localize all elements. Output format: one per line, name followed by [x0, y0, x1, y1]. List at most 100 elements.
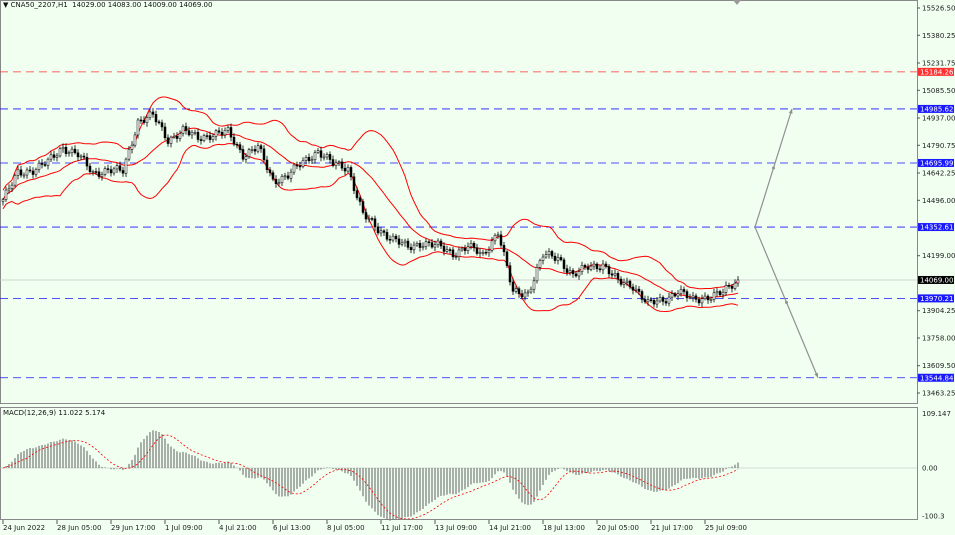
- macd-pane-border: [0, 407, 918, 520]
- x-tick-label: 25 Jul 09:00: [705, 524, 747, 532]
- candle-body: [28, 169, 32, 172]
- candle-body: [232, 136, 236, 145]
- candle-body: [598, 268, 602, 271]
- candle-body: [148, 111, 152, 118]
- candle-body: [697, 299, 701, 304]
- level-price-tag: [918, 294, 954, 303]
- macd-main-value: 11.022: [58, 409, 83, 417]
- candle-body: [334, 162, 338, 166]
- y-tick-label: 13758.00: [922, 335, 955, 343]
- candle-body: [202, 135, 206, 141]
- candle-body: [307, 156, 311, 162]
- candle-body: [421, 246, 425, 248]
- candle-body: [52, 154, 56, 158]
- candle-body: [277, 182, 281, 185]
- candle-body: [601, 263, 605, 271]
- candle-body: [718, 291, 722, 296]
- candle-body: [694, 295, 698, 300]
- candle-body: [301, 160, 305, 167]
- candle-body: [34, 169, 38, 175]
- candle-body: [586, 266, 590, 270]
- high-value: 14083.00: [107, 1, 142, 9]
- candle-body: [679, 289, 683, 294]
- main-pane-border: [0, 0, 918, 404]
- candle-body: [61, 146, 65, 150]
- candle-body: [73, 148, 77, 154]
- candle-body: [571, 270, 575, 275]
- candle-body: [67, 152, 71, 154]
- candle-body: [4, 189, 8, 200]
- candle-body: [325, 154, 329, 158]
- candle-body: [55, 155, 59, 158]
- candle-body: [376, 226, 380, 234]
- candle-body: [313, 152, 317, 160]
- candle-body: [607, 266, 611, 275]
- candle-body: [79, 155, 83, 158]
- candle-body: [562, 259, 566, 269]
- candle-body: [412, 244, 416, 251]
- candle-body: [715, 291, 719, 294]
- candle-body: [25, 169, 29, 176]
- level-price-tag: [918, 104, 954, 113]
- candle-body: [31, 170, 35, 175]
- candle-body: [655, 300, 659, 305]
- candle-body: [523, 292, 527, 298]
- candle-body: [214, 130, 218, 137]
- y-tick-label: 14642.25: [922, 170, 955, 178]
- candle-body: [706, 295, 710, 301]
- candle-body: [643, 299, 647, 302]
- candle-body: [424, 241, 428, 247]
- candle-body: [394, 235, 398, 240]
- candle-body: [310, 159, 314, 162]
- candle-body: [475, 247, 479, 254]
- candle-body: [463, 247, 467, 251]
- candle-body: [229, 127, 233, 138]
- candle-body: [361, 201, 365, 213]
- candle-body: [691, 295, 695, 298]
- candle-body: [367, 218, 371, 220]
- candle-body: [373, 218, 377, 228]
- level-price-tag: [918, 223, 954, 232]
- candle-body: [445, 249, 449, 252]
- candle-body: [496, 234, 500, 237]
- candle-body: [604, 263, 608, 267]
- candle-body: [724, 285, 728, 293]
- candle-body: [70, 148, 74, 153]
- candle-body: [136, 119, 140, 136]
- candle-body: [520, 293, 524, 298]
- x-tick-label: 8 Jul 05:00: [327, 524, 365, 532]
- current-price-tag: [918, 275, 954, 284]
- candle-body: [550, 251, 554, 257]
- level-price-tag: [918, 158, 954, 167]
- candle-body: [526, 291, 530, 294]
- candle-body: [610, 273, 614, 276]
- x-tick-label: 20 Jul 05:00: [597, 524, 639, 532]
- open-value: 14029.00: [72, 1, 106, 9]
- candle-body: [415, 243, 419, 246]
- candle-body: [436, 240, 440, 246]
- candle-body: [634, 288, 638, 291]
- candle-body: [1, 199, 5, 202]
- candle-body: [124, 158, 128, 174]
- arrow-midpoint-marker: [772, 166, 775, 170]
- candle-body: [241, 149, 245, 160]
- candle-body: [22, 174, 26, 177]
- y-tick-label: 14790.75: [922, 142, 955, 150]
- candle-body: [106, 168, 110, 170]
- candle-body: [568, 270, 572, 273]
- macd-name: MACD(12,26,9): [3, 409, 57, 417]
- candle-body: [139, 119, 143, 122]
- current-price-label: 14069.00: [920, 276, 953, 284]
- candle-body: [490, 240, 494, 251]
- candle-body: [205, 135, 209, 137]
- candle-body: [250, 149, 254, 151]
- candle-body: [319, 150, 323, 158]
- candle-body: [427, 241, 431, 243]
- candle-body: [322, 156, 326, 159]
- candle-body: [328, 154, 332, 160]
- candle-body: [331, 159, 335, 166]
- candle-body: [127, 149, 131, 160]
- candle-body: [409, 247, 413, 251]
